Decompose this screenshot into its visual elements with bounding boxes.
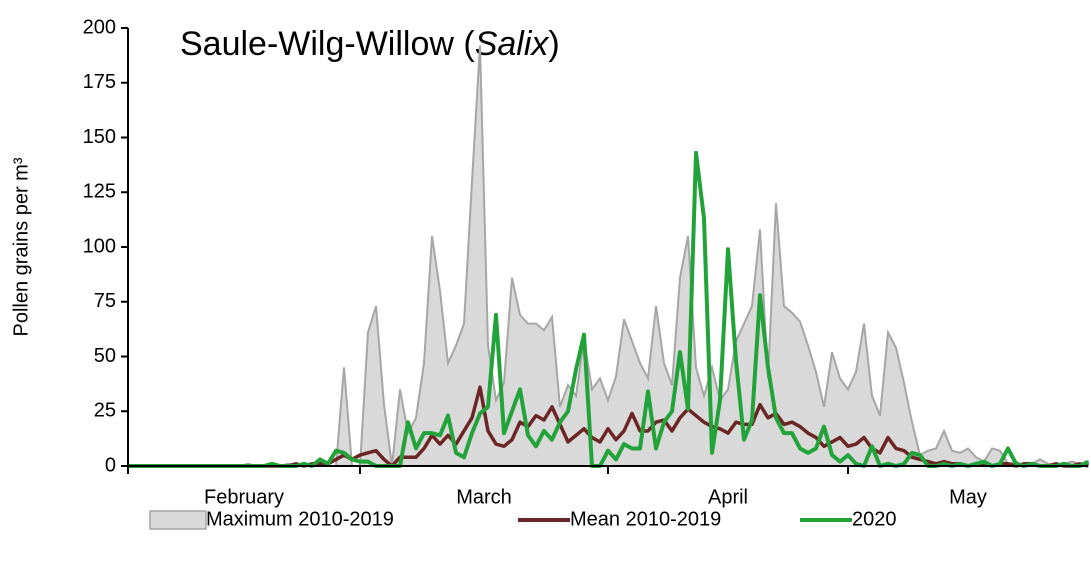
title-part: ) xyxy=(548,25,559,63)
x-tick-label: March xyxy=(456,486,512,508)
x-tick-label: April xyxy=(708,486,748,508)
x-tick-label: May xyxy=(949,486,987,508)
y-axis-label: Pollen grains per m³ xyxy=(10,157,32,336)
y-tick-label: 50 xyxy=(94,345,116,367)
legend-swatch xyxy=(149,510,207,530)
y-tick-label: 200 xyxy=(83,16,116,38)
x-tick-label: February xyxy=(204,486,284,508)
legend-label: Maximum 2010-2019 xyxy=(206,508,394,530)
y-tick-label: 0 xyxy=(105,454,116,476)
title-part: Salix xyxy=(475,25,550,63)
y-tick-label: 125 xyxy=(83,181,116,203)
title-part: Saule-Wilg-Willow ( xyxy=(180,25,475,63)
chart-title: Saule-Wilg-Willow (Salix) xyxy=(180,25,560,63)
y-tick-label: 150 xyxy=(83,126,116,148)
y-tick-label: 100 xyxy=(83,235,116,257)
y-tick-label: 25 xyxy=(94,400,116,422)
y-tick-label: 75 xyxy=(94,290,116,312)
area xyxy=(128,45,1089,468)
legend-label: 2020 xyxy=(852,508,897,530)
legend-label: Mean 2010-2019 xyxy=(570,508,721,530)
y-tick-label: 175 xyxy=(83,71,116,93)
